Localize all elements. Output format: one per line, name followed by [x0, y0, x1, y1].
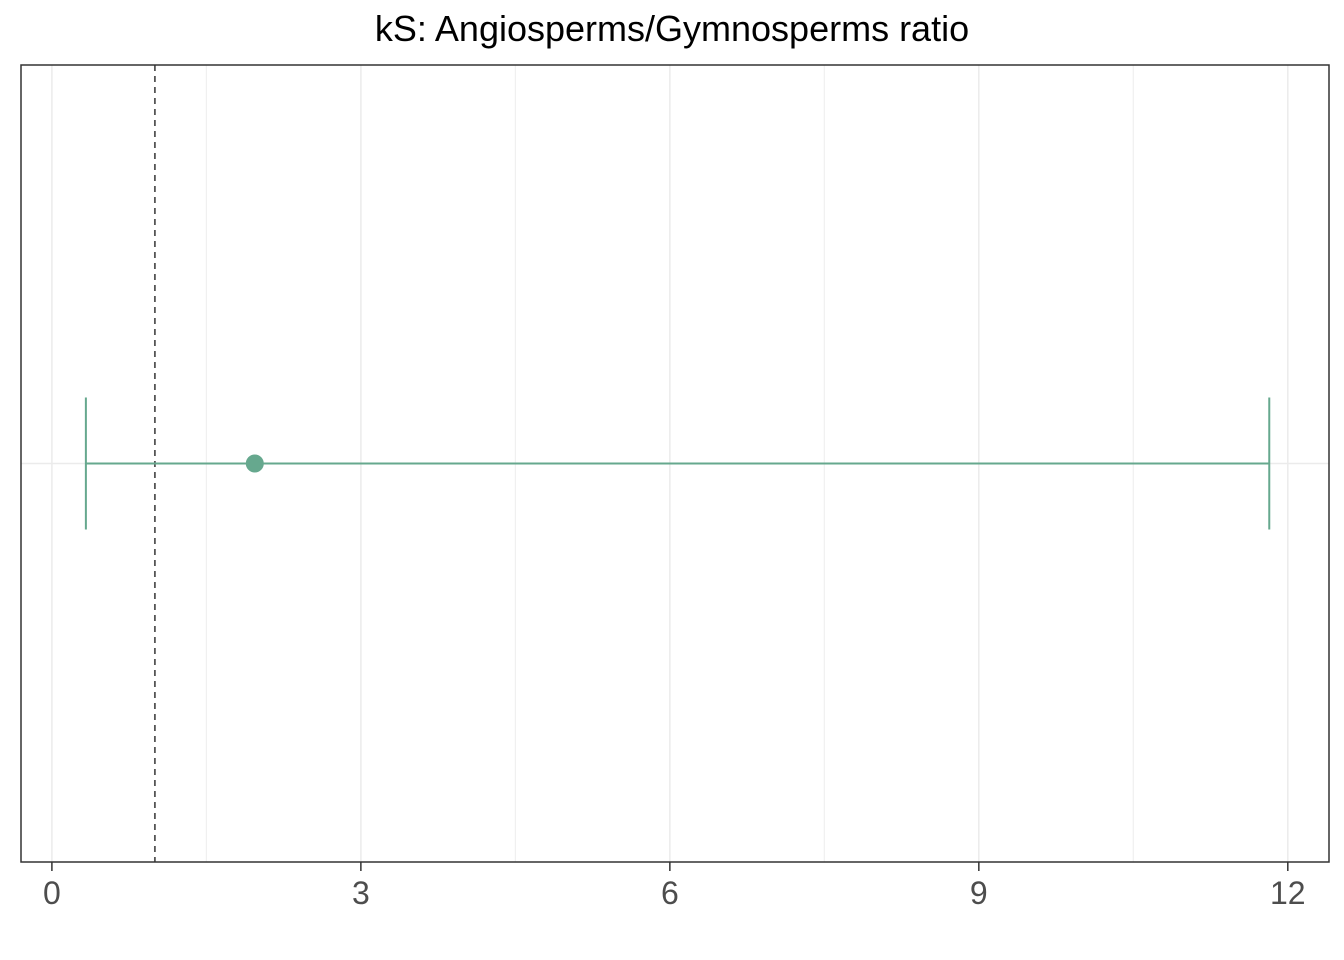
- x-tick-label: 12: [1270, 875, 1306, 911]
- panel-border: [20, 64, 1330, 863]
- x-tick-label: 0: [43, 875, 61, 911]
- x-tick-label: 9: [970, 875, 988, 911]
- x-tick-label: 3: [352, 875, 370, 911]
- x-axis-ticks: [51, 862, 1289, 871]
- point-estimate: [245, 454, 264, 473]
- x-tick-label: 6: [661, 875, 679, 911]
- errorbars: [84, 397, 1271, 530]
- chart-title: kS: Angiosperms/Gymnosperms ratio: [374, 8, 970, 49]
- points: [245, 454, 264, 473]
- x-axis-labels: 0 3 6 9 12: [43, 875, 1306, 911]
